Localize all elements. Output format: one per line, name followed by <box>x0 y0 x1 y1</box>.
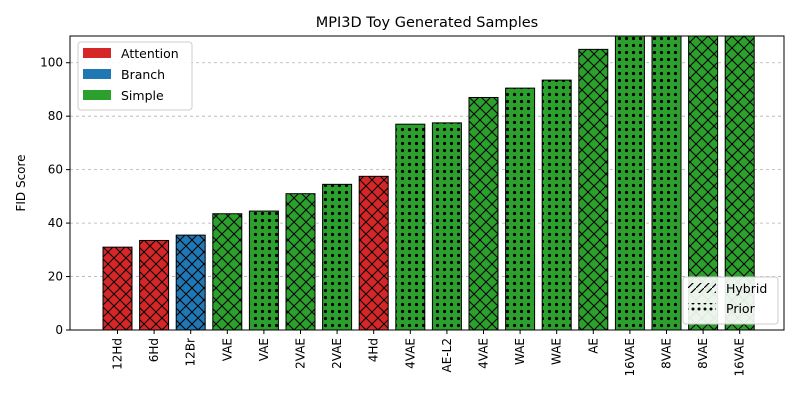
bar <box>248 210 279 331</box>
y-ticks: 0 20 40 60 80 100 <box>40 56 70 337</box>
x-tick-label: VAE <box>220 338 234 361</box>
y-tick-label: 20 <box>48 270 63 284</box>
x-tick-label: VAE <box>257 338 271 361</box>
legend-label: Attention <box>121 46 179 61</box>
x-tick-label: WAE <box>513 338 527 365</box>
x-tick-label: 16VAE <box>733 338 747 377</box>
bar <box>614 35 645 331</box>
chart-title: MPI3D Toy Generated Samples <box>316 15 538 31</box>
legend-label: Simple <box>121 88 164 103</box>
x-tick-label: AE <box>586 338 600 354</box>
x-tick-label: AE-L2 <box>440 338 454 372</box>
legend-swatch <box>83 69 111 79</box>
bar <box>578 48 609 331</box>
x-tick-label: 6Hd <box>147 338 161 362</box>
bar <box>285 193 316 331</box>
pattern-legend: Hybrid Prior <box>682 276 779 325</box>
y-tick-label: 0 <box>55 323 63 337</box>
bar <box>505 87 536 331</box>
legend-swatch <box>83 90 111 100</box>
x-ticks: 12Hd 6Hd 12Br VAE VAE 2VAE 2VAE 4Hd 4VAE AE-L2 4VA… <box>111 330 747 377</box>
bar <box>651 35 682 331</box>
x-tick-label: 2VAE <box>294 338 308 369</box>
x-tick-label: 12Hd <box>111 338 125 370</box>
bar <box>139 239 170 331</box>
y-axis-label: FID Score <box>14 154 28 211</box>
bar <box>322 183 353 331</box>
legend-label: Branch <box>121 67 165 82</box>
bar <box>102 246 133 331</box>
legend-label: Prior <box>726 301 756 316</box>
bar <box>358 175 389 331</box>
legend-label: Hybrid <box>726 281 767 296</box>
x-tick-label: 4VAE <box>477 338 491 369</box>
x-tick-label: 2VAE <box>330 338 344 369</box>
x-tick-label: 4VAE <box>403 338 417 369</box>
y-tick-label: 40 <box>48 216 63 230</box>
bar <box>212 213 243 331</box>
x-tick-label: 4Hd <box>367 338 381 362</box>
bar <box>468 96 499 331</box>
legend-swatch <box>83 48 111 58</box>
x-tick-label: WAE <box>550 338 564 365</box>
x-tick-label: 16VAE <box>623 338 637 377</box>
color-legend: Attention Branch Simple <box>77 41 193 111</box>
bar <box>431 122 462 331</box>
x-tick-label: 12Br <box>184 338 198 367</box>
plot-frame <box>69 35 785 331</box>
bars <box>102 35 755 331</box>
x-tick-label: 8VAE <box>660 338 674 369</box>
y-tick-label: 100 <box>40 56 63 70</box>
bar <box>395 123 426 331</box>
bar <box>541 79 572 331</box>
legend-swatch <box>688 303 716 313</box>
bar <box>175 234 206 331</box>
legend-swatch <box>688 283 716 293</box>
y-tick-label: 60 <box>48 163 63 177</box>
x-tick-label: 8VAE <box>696 338 710 369</box>
y-tick-label: 80 <box>48 109 63 123</box>
